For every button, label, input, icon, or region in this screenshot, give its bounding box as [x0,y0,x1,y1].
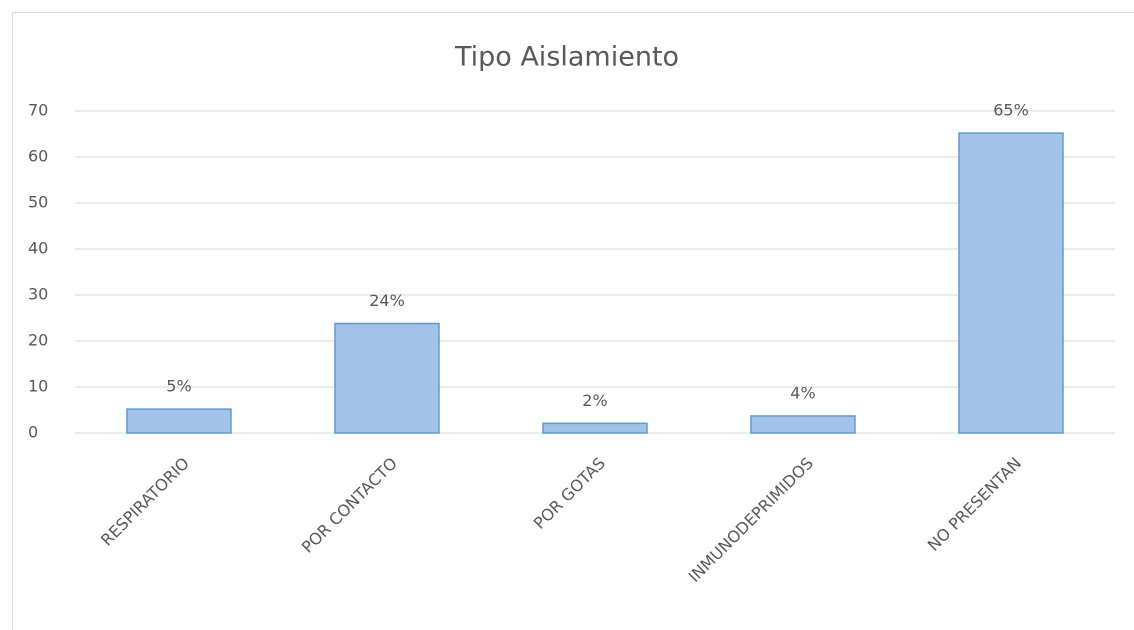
data-label: 4% [790,383,815,402]
data-label: 65% [993,101,1029,120]
chart-title: Tipo Aislamiento [454,42,679,73]
y-tick-label: 0 [28,423,38,442]
y-tick-label: 10 [28,377,48,396]
y-tick-label: 70 [28,101,48,120]
bar [334,322,440,434]
data-label: 2% [582,391,607,410]
y-tick-label: 30 [28,285,48,304]
bar [958,132,1064,434]
data-label: 24% [369,291,405,310]
y-tick-label: 40 [28,239,48,258]
y-tick-label: 60 [28,147,48,166]
y-tick-label: 50 [28,193,48,212]
bar [750,415,856,434]
data-label: 5% [166,377,191,396]
bar [542,422,648,434]
bar [126,408,232,434]
chart-border [12,12,1134,630]
y-tick-label: 20 [28,331,48,350]
